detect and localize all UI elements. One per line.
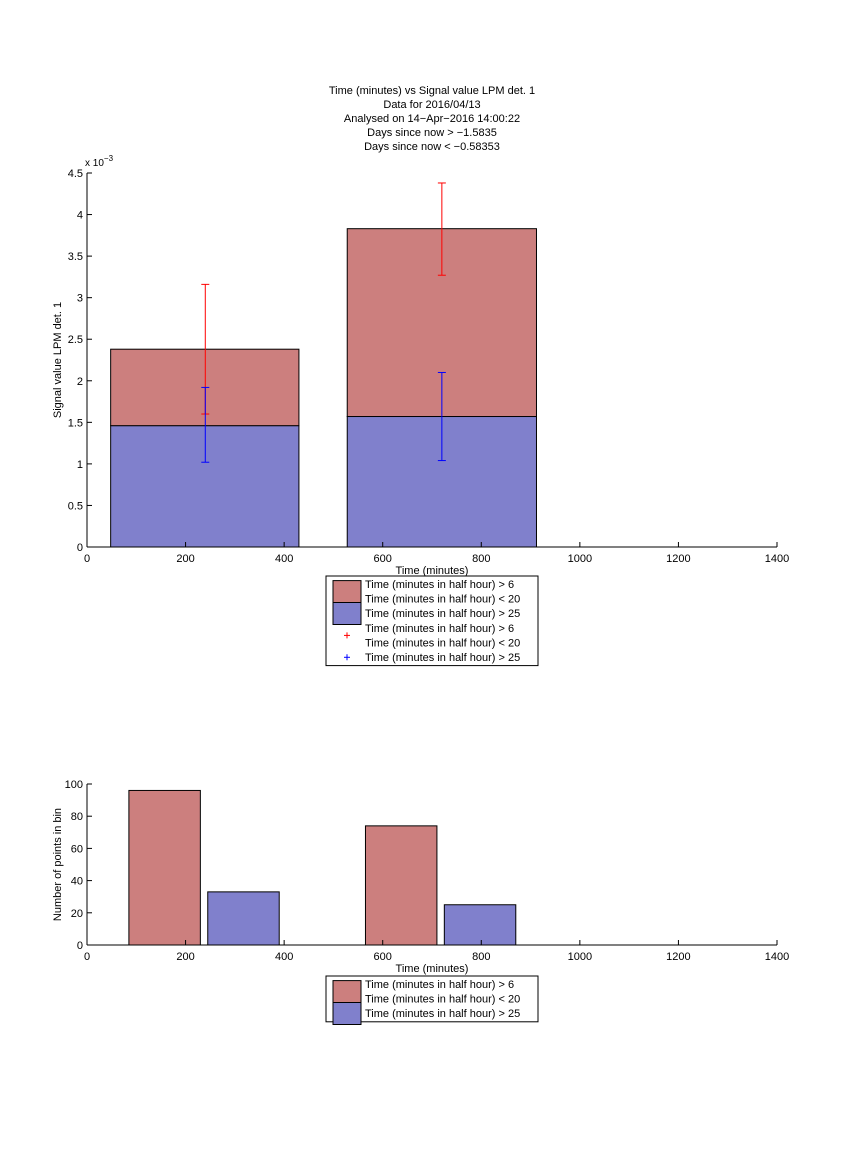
y-tick-label: 0: [77, 542, 83, 554]
signal-chart: 0 200 400 600 800 1000 1200 1400 0 0.5 1 1.5 2 2.5 3 3.…: [52, 154, 789, 667]
y-tick-label: 3: [77, 293, 83, 305]
title-line: Data for 2016/04/13: [383, 99, 480, 111]
y-tick-label: 3.5: [68, 251, 83, 263]
x-tick-label: 1200: [666, 553, 690, 565]
legend-label: Time (minutes in half hour) > 25: [365, 608, 520, 620]
figure-title: Time (minutes) vs Signal value LPM det. …: [329, 85, 535, 153]
y-axis-label: Number of points in bin: [52, 808, 64, 921]
legend-label: Time (minutes in half hour) > 25: [365, 1008, 520, 1020]
legend-label: Time (minutes in half hour) > 6: [365, 579, 514, 591]
legend-swatch: [332, 580, 362, 604]
x-tick-label: 600: [374, 951, 392, 963]
x-tick-label: 1400: [765, 951, 789, 963]
y-tick-label: 4: [77, 210, 83, 222]
bar-red: [364, 825, 438, 946]
y-tick-label: 0: [77, 940, 83, 952]
legend-label: Time (minutes in half hour) > 6: [365, 623, 514, 635]
x-tick-label: 400: [275, 951, 293, 963]
x-tick-label: 0: [84, 553, 90, 565]
x-axis-label: Time (minutes): [396, 963, 469, 975]
legend-label: Time (minutes in half hour) > 25: [365, 652, 520, 664]
y-tick-label: 1.5: [68, 417, 83, 429]
y-axis-label: Signal value LPM det. 1: [52, 302, 64, 418]
title-line: Time (minutes) vs Signal value LPM det. …: [329, 85, 535, 97]
x-tick-label: 600: [374, 553, 392, 565]
x-tick-label: 1000: [568, 553, 592, 565]
legend-label: Time (minutes in half hour) > 6: [365, 979, 514, 991]
y-tick-label: 2.5: [68, 334, 83, 346]
legend-label: Time (minutes in half hour) < 20: [365, 594, 520, 606]
y-tick-label: 60: [71, 843, 83, 855]
legend-swatch: [332, 1002, 362, 1025]
y-tick-label: 20: [71, 908, 83, 920]
y-tick-label: 2: [77, 376, 83, 388]
x-tick-label: 1400: [765, 553, 789, 565]
title-line: Days since now > −1.5835: [367, 127, 497, 139]
x-tick-label: 200: [176, 951, 194, 963]
y-tick-label: 4.5: [68, 168, 83, 180]
y-tick-label: 80: [71, 811, 83, 823]
x-tick-label: 800: [472, 553, 490, 565]
x-tick-label: 1000: [568, 951, 592, 963]
y-tick-label: 0.5: [68, 500, 83, 512]
y-tick-label: 40: [71, 876, 83, 888]
bar-blue: [443, 904, 517, 946]
y-tick-label: 1: [77, 459, 83, 471]
legend-label: Time (minutes in half hour) < 20: [365, 994, 520, 1006]
legend-swatch: [332, 602, 362, 625]
y-tick-label: 100: [65, 779, 83, 791]
x-tick-label: 1200: [666, 951, 690, 963]
count-chart: 0 200 400 600 800 1000 1200 1400 0 20 40 60 80 100 Tim…: [52, 779, 789, 1025]
x-axis-label: Time (minutes): [396, 565, 469, 577]
x-tick-label: 200: [176, 553, 194, 565]
x-tick-label: 400: [275, 553, 293, 565]
title-line: Analysed on 14−Apr−2016 14:00:22: [344, 113, 520, 125]
legend-swatch: [332, 980, 362, 1004]
bar-red: [128, 789, 201, 946]
x-tick-label: 0: [84, 951, 90, 963]
y-exponent-label: x 10−3: [85, 154, 114, 169]
title-line: Days since now < −0.58353: [364, 141, 500, 153]
legend-label: Time (minutes in half hour) < 20: [365, 637, 520, 649]
bar-blue: [207, 891, 280, 946]
x-tick-label: 800: [472, 951, 490, 963]
